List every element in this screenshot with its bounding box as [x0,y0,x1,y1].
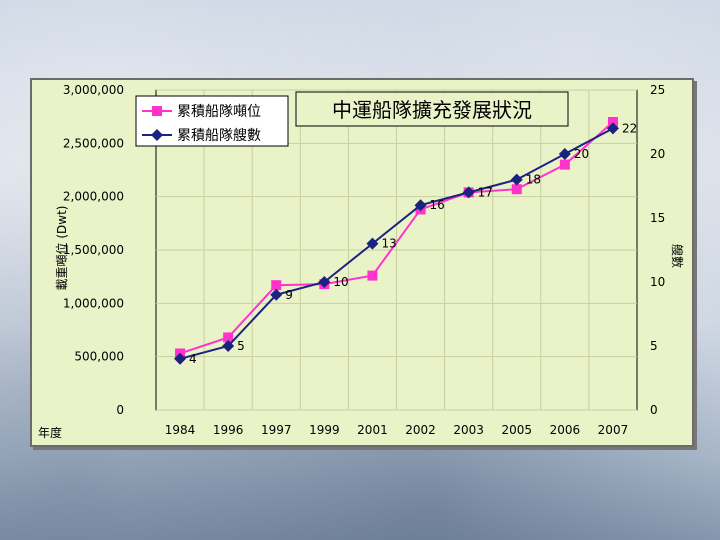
y-right-tick-label: 25 [650,83,665,97]
data-label-count: 13 [381,237,396,251]
y-right-tick-label: 5 [650,339,658,353]
x-tick-label: 2003 [453,423,484,437]
data-point-tonnage [271,280,282,291]
data-point-count [366,237,379,250]
y-left-tick-label: 500,000 [74,350,124,364]
data-label-count: 5 [237,339,245,353]
data-point-count [462,186,475,199]
y-right-tick-label: 0 [650,403,658,417]
x-axis-title: 年度 [38,425,62,440]
y-axis-left-title: 載重噸位 (Dwt) [54,206,69,291]
data-point-tonnage [607,117,618,127]
y-left-tick-label: 2,500,000 [63,136,124,150]
x-tick-label: 1996 [213,423,244,437]
y-left-tick-label: 3,000,000 [63,83,124,97]
x-tick-label: 2005 [501,423,532,437]
data-point-count [222,340,235,352]
y-right-tick-label: 10 [650,275,665,289]
legend-marker-tonnage [152,106,162,116]
y-left-tick-label: 2,000,000 [63,190,124,204]
chart-title-box: 中運船隊擴充發展狀況 [295,91,569,127]
data-point-count [414,199,427,212]
series-line-count [179,127,614,360]
data-label-count: 9 [285,288,293,302]
right-axis-ticks: 0 5 10 15 20 25 [650,83,665,417]
x-tick-label: 2002 [405,423,436,437]
x-tick-label: 1999 [309,423,340,437]
x-tick-label: 2007 [598,423,629,437]
legend: 累積船隊噸位 累積船隊艘數 [135,95,289,147]
chart-frame: 0 500,000 1,000,000 1,500,000 2,000,000 2,500… [30,78,694,447]
data-point-count [174,352,187,365]
data-point-count [318,276,331,288]
data-label-count: 17 [478,185,493,199]
y-left-tick-label: 1,000,000 [63,296,124,310]
x-tick-label: 1984 [165,423,196,437]
x-tick-label: 2001 [357,423,388,437]
y-right-tick-label: 20 [650,147,665,161]
y-left-tick-label: 1,500,000 [63,243,124,257]
data-point-tonnage [223,332,234,343]
data-point-count [510,173,523,186]
series-layer [174,117,619,365]
data-label-count: 20 [574,147,589,161]
data-point-tonnage [367,270,378,281]
left-axis-ticks: 0 500,000 1,000,000 1,500,000 2,000,000 2,500… [63,83,124,417]
y-axis-right-title: 艘數 [670,244,685,268]
data-point-tonnage [511,184,522,195]
data-label-count: 22 [622,121,637,135]
y-right-tick-label: 15 [650,211,665,225]
x-tick-label: 1997 [261,423,292,437]
line-chart: 0 500,000 1,000,000 1,500,000 2,000,000 2,500… [38,83,685,440]
x-tick-label: 2006 [550,423,581,437]
data-label-count: 16 [430,198,445,212]
legend-label-count: 累積船隊艘數 [177,128,261,144]
series-line-tonnage [179,121,614,355]
data-point-count [270,288,283,301]
data-point-tonnage [559,159,570,170]
legend-label-tonnage: 累積船隊噸位 [177,104,261,120]
y-left-tick-label: 0 [116,403,124,417]
data-label-count: 10 [333,275,348,289]
data-point-count [606,122,619,135]
x-axis-ticks: 1984 1996 1997 1999 2001 2002 2003 2005 2006 2007 [165,423,628,437]
data-point-count [558,148,571,160]
legend-marker-count [151,129,163,141]
data-label-count: 18 [526,173,541,187]
data-labels: 4 5 9 10 13 16 17 18 20 22 [189,121,637,365]
data-label-count: 4 [189,352,197,366]
chart-title: 中運船隊擴充發展狀況 [332,98,532,122]
